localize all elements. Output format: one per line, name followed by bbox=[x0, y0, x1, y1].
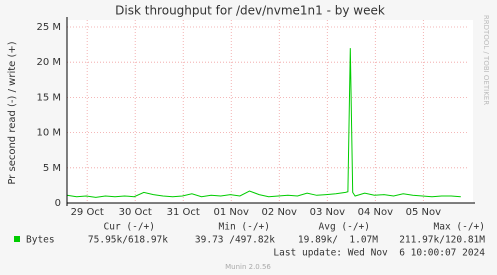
x-tick-label: 31 Oct bbox=[167, 207, 200, 218]
footer: Munin 2.0.56 bbox=[225, 263, 271, 271]
legend-cell: 19.89k/ 1.07M bbox=[298, 235, 378, 246]
x-tick-label: 01 Nov bbox=[214, 207, 250, 218]
legend-swatch bbox=[14, 236, 20, 242]
x-tick-label: 02 Nov bbox=[262, 207, 298, 218]
data-line bbox=[66, 48, 461, 198]
legend-header: Avg (-/+) bbox=[319, 222, 370, 233]
legend-header: Max (-/+) bbox=[434, 222, 485, 233]
y-tick-label: 20 M bbox=[36, 57, 61, 68]
legend-cell: 211.97k/120.81M bbox=[399, 235, 485, 246]
x-tick-label: 03 Nov bbox=[310, 207, 346, 218]
y-tick-label: 5 M bbox=[43, 163, 61, 174]
side-label: RRDTOOL / TOBI OETIKER bbox=[482, 15, 490, 105]
chart-title: Disk throughput for /dev/nvme1n1 - by we… bbox=[115, 4, 385, 18]
y-axis-label: Pr second read (-) / write (+) bbox=[7, 41, 18, 184]
x-tick-label: 30 Oct bbox=[119, 207, 152, 218]
legend-header: Min (-/+) bbox=[219, 222, 270, 233]
x-tick-label: 04 Nov bbox=[358, 207, 394, 218]
y-tick-label: 15 M bbox=[36, 92, 61, 103]
legend-cell: 75.95k/618.97k bbox=[88, 235, 168, 246]
plot-area bbox=[67, 20, 473, 203]
x-tick-label: 05 Nov bbox=[406, 207, 442, 218]
x-tick-label: 29 Oct bbox=[71, 207, 104, 218]
legend-cell: 39.73 /497.82k bbox=[195, 235, 275, 246]
last-update: Last update: Wed Nov 6 10:00:07 2024 bbox=[273, 248, 485, 259]
legend-header: Cur (-/+) bbox=[104, 222, 155, 233]
y-tick-label: 25 M bbox=[36, 22, 61, 33]
y-tick-label: 10 M bbox=[36, 128, 61, 139]
legend-label: Bytes bbox=[26, 235, 55, 246]
y-tick-label: 0 bbox=[55, 198, 61, 209]
